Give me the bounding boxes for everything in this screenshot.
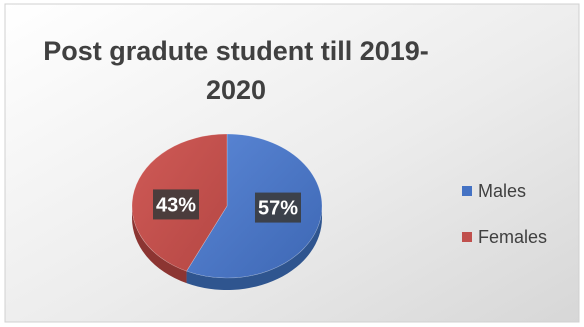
chart-title-line-1: Post gradute student till 2019- <box>43 36 429 66</box>
pie-slice-side-females <box>132 206 187 284</box>
data-label-box-males <box>254 192 301 223</box>
data-label-box-females <box>153 189 200 220</box>
data-label-females: 43% <box>156 194 196 216</box>
chart-title-line-2: 2020 <box>205 75 267 105</box>
pie-slice-side-males <box>186 206 323 291</box>
legend-label-females: Females <box>478 226 548 247</box>
pie-slice-males <box>186 133 323 279</box>
legend-item-males: Males <box>462 180 526 202</box>
legend-item-females: Females <box>462 226 547 248</box>
legend-label-males: Males <box>478 180 527 201</box>
data-label-males: 57% <box>258 198 298 220</box>
legend-swatch-females <box>462 232 472 242</box>
pie-data-labels: 57% 43% <box>153 189 301 223</box>
legend-swatch-males <box>462 186 472 196</box>
chart-title: Post gradute student till 2019- 2020 <box>36 32 436 110</box>
